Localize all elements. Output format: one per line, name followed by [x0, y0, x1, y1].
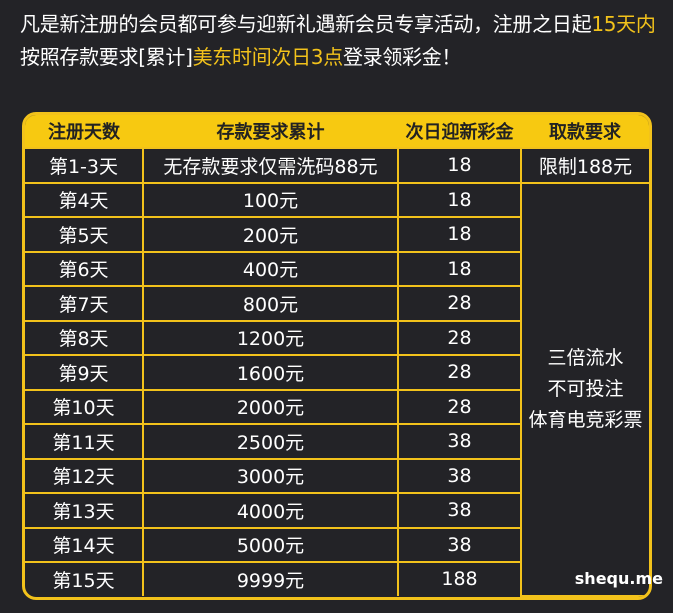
cell-day: 第8天 [25, 319, 144, 356]
cell-bonus: 28 [397, 354, 521, 391]
cell-day: 第6天 [25, 250, 144, 287]
cell-deposit: 无存款要求仅需洗码88元 [142, 147, 399, 184]
cell-bonus: 18 [397, 250, 521, 287]
table-row: 第4天 100元 18 三倍流水 不可投注 体育电竞彩票 [25, 181, 649, 597]
table-row: 第1-3天 无存款要求仅需洗码88元 18 限制188元 [25, 147, 649, 184]
cell-deposit: 1200元 [142, 319, 399, 356]
table-row: 第8天 1200元 28 [25, 319, 649, 356]
cell-deposit: 9999元 [142, 561, 399, 596]
table-row: 第13天 4000元 38 [25, 492, 649, 529]
table-row: 第11天 2500元 38 [25, 423, 649, 460]
cell-bonus: 28 [397, 285, 521, 322]
cell-deposit: 2500元 [142, 423, 399, 460]
intro-part3: 登录领彩金！ [342, 45, 462, 69]
intro-part1: 凡是新注册的会员都可参与迎新礼遇新会员专享活动，注册之日起 [20, 12, 592, 36]
cell-day: 第13天 [25, 492, 144, 529]
cell-bonus: 38 [397, 526, 521, 563]
cell-day: 第7天 [25, 285, 144, 322]
column-header: 取款要求 [521, 115, 649, 148]
note-line: 三倍流水 [547, 346, 624, 369]
cell-bonus: 28 [397, 388, 521, 425]
cell-day: 第1-3天 [25, 147, 144, 184]
cell-day: 第11天 [25, 423, 144, 460]
cell-day: 第5天 [25, 216, 144, 253]
cell-deposit: 1600元 [142, 354, 399, 391]
table-row: 第7天 800元 28 [25, 285, 649, 322]
cell-bonus: 38 [397, 457, 521, 494]
cell-deposit: 800元 [142, 285, 399, 322]
cell-deposit: 100元 [142, 181, 399, 218]
cell-bonus: 38 [397, 423, 521, 460]
cell-deposit: 5000元 [142, 526, 399, 563]
cell-deposit: 2000元 [142, 388, 399, 425]
cell-deposit: 400元 [142, 250, 399, 287]
cell-day: 第12天 [25, 457, 144, 494]
table-row: 第12天 3000元 38 [25, 457, 649, 494]
table-row: 第9天 1600元 28 [25, 354, 649, 391]
intro-text: 凡是新注册的会员都可参与迎新礼遇新会员专享活动，注册之日起15天内按照存款要求[… [20, 8, 670, 74]
cell-day: 第4天 [25, 181, 144, 218]
table-row: 第14天 5000元 38 [25, 526, 649, 563]
cell-deposit: 3000元 [142, 457, 399, 494]
table-header: 注册天数 存款要求累计 次日迎新彩金 取款要求 [25, 115, 649, 148]
cell-bonus: 188 [397, 561, 521, 596]
column-header: 存款要求累计 [143, 115, 398, 148]
withdraw-note-merged: 三倍流水不可投注体育电竞彩票 [520, 181, 649, 597]
intro-highlight-time: 美东时间次日3点 [192, 45, 344, 69]
intro-part2: 按照存款要求[累计] [20, 45, 193, 69]
table-row: 第15天 9999元 188 [25, 561, 649, 596]
cell-bonus: 28 [397, 319, 521, 356]
cell-day: 第15天 [25, 561, 144, 596]
cell-withdraw: 限制188元 [520, 147, 649, 184]
cell-deposit: 200元 [142, 216, 399, 253]
watermark: shequ.me [574, 569, 663, 588]
column-header: 注册天数 [25, 115, 143, 148]
cell-bonus: 18 [397, 181, 522, 218]
cell-day: 第9天 [25, 354, 144, 391]
table-row: 第5天 200元 18 [25, 216, 649, 253]
cell-bonus: 18 [397, 147, 522, 184]
bonus-table: 注册天数 存款要求累计 次日迎新彩金 取款要求 第1-3天 无存款要求仅需洗码88元 18… [22, 112, 652, 600]
column-header: 次日迎新彩金 [398, 115, 521, 148]
table-row: 第6天 400元 18 [25, 250, 649, 287]
cell-bonus: 18 [397, 216, 521, 253]
cell-bonus: 38 [397, 492, 521, 529]
note-line: 体育电竞彩票 [528, 408, 643, 431]
cell-day: 第14天 [25, 526, 144, 563]
cell-day: 第10天 [25, 388, 144, 425]
table-row: 第10天 2000元 28 [25, 388, 649, 425]
cell-deposit: 4000元 [142, 492, 399, 529]
intro-highlight-days: 15天内 [591, 12, 656, 36]
note-line: 不可投注 [547, 377, 624, 400]
